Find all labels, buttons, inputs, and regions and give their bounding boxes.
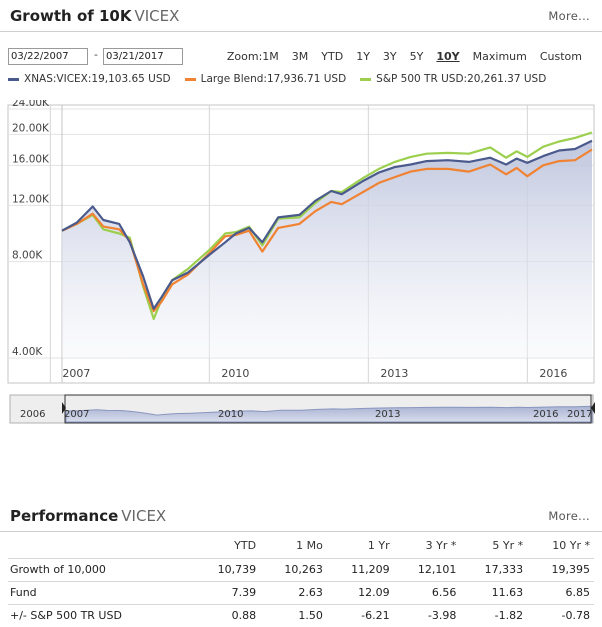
- perf-row-label: +/- S&P 500 TR USD: [8, 604, 194, 627]
- y-tick-label-1: 8.00K: [12, 250, 43, 262]
- zoom-option-custom[interactable]: Custom: [539, 50, 582, 63]
- perf-row-2: +/- S&P 500 TR USD 0.88 1.50 -6.21 -3.98 -1.8…: [8, 604, 594, 627]
- perf-col-header-5: 5 Yr *: [460, 534, 528, 559]
- zoom-option-3y[interactable]: 3Y: [382, 50, 397, 63]
- legend-item-0[interactable]: XNAS:VICEX:19,103.65 USD: [8, 73, 171, 85]
- growth-more-link[interactable]: More...: [548, 9, 590, 23]
- perf-col-header-1: YTD: [193, 534, 261, 559]
- date-separator: -: [94, 48, 98, 61]
- zoom-label[interactable]: Zoom:1M: [226, 50, 279, 63]
- y-tick-label-4: 20.00K: [12, 122, 50, 134]
- x-tick-label-3: 2016: [539, 367, 567, 380]
- x-tick-label-1: 2010: [221, 367, 249, 380]
- legend-swatch-2: [360, 77, 372, 81]
- legend-item-1[interactable]: Large Blend:17,936.71 USD: [184, 73, 347, 85]
- growth-title: Growth of 10K VICEX: [10, 7, 179, 25]
- performance-ticker: VICEX: [121, 507, 167, 525]
- x-tick-label-2: 2013: [380, 367, 408, 380]
- zoom-option-5y[interactable]: 5Y: [409, 50, 424, 63]
- performance-table: YTD 1 Mo 1 Yr 3 Yr * 5 Yr * 10 Yr * Growth of…: [8, 534, 594, 627]
- legend-swatch-0: [8, 77, 19, 81]
- x-tick-label-0: 2007: [62, 367, 90, 380]
- perf-cell: -0.78: [527, 604, 594, 627]
- perf-cell: 7.39: [193, 581, 261, 605]
- zoom-bar: Zoom:1M 3M YTD 1Y 3Y 5Y 10Y Maximum Custom: [227, 50, 582, 63]
- growth-header: Growth of 10K VICEX More...: [0, 0, 602, 32]
- y-tick-label-2: 12.00K: [12, 193, 50, 205]
- perf-cell: 19,395: [527, 558, 594, 582]
- perf-cell: 12.09: [326, 581, 394, 605]
- navigator-label-3: 2013: [375, 409, 400, 420]
- perf-col-header-2: 1 Mo: [260, 534, 327, 559]
- legend-label-0: XNAS:VICEX:19,103.65 USD: [24, 73, 171, 85]
- perf-col-header-6: 10 Yr *: [527, 534, 594, 559]
- series-line-0[interactable]: [61, 139, 593, 310]
- growth-ticker: VICEX: [134, 7, 180, 25]
- navigator-series: [65, 405, 593, 423]
- y-tick-label-0: 4.00K: [12, 346, 43, 358]
- perf-cell: 10,263: [260, 558, 327, 582]
- perf-cell: -3.98: [393, 604, 461, 627]
- perf-cell: -6.21: [326, 604, 394, 627]
- perf-cell: 11,209: [326, 558, 394, 582]
- performance-title: Performance VICEX: [10, 507, 166, 525]
- performance-more-link[interactable]: More...: [548, 509, 590, 523]
- y-tick-label-5: 24.00K: [12, 100, 50, 109]
- navigator-label-5: 2017: [567, 409, 592, 420]
- legend-swatch-1: [184, 77, 196, 81]
- chart-legend: XNAS:VICEX:19,103.65 USD Large Blend:17,9…: [8, 73, 560, 85]
- perf-col-header-4: 3 Yr *: [393, 534, 461, 559]
- legend-label-1: Large Blend:17,936.71 USD: [200, 73, 347, 85]
- navigator-label-1: 2007: [64, 409, 89, 420]
- perf-col-header-3: 1 Yr: [326, 534, 394, 559]
- zoom-option-1y[interactable]: 1Y: [356, 50, 370, 63]
- perf-col-header-0: [8, 534, 194, 559]
- perf-cell: 6.56: [393, 581, 461, 605]
- performance-header: Performance VICEX More...: [0, 500, 602, 532]
- perf-row-1: Fund 7.39 2.63 12.09 6.56 11.63 6.85: [8, 581, 594, 605]
- navigator-left-handle[interactable]: [62, 402, 66, 414]
- performance-header-row: YTD 1 Mo 1 Yr 3 Yr * 5 Yr * 10 Yr *: [8, 534, 594, 559]
- legend-label-2: S&P 500 TR USD:20,261.37 USD: [376, 73, 547, 85]
- perf-cell: 6.85: [527, 581, 594, 605]
- perf-cell: 17,333: [460, 558, 528, 582]
- zoom-option-10y[interactable]: 10Y: [436, 50, 460, 63]
- perf-cell: 10,739: [193, 558, 261, 582]
- perf-cell: 11.63: [460, 581, 528, 605]
- perf-cell: -1.82: [460, 604, 528, 627]
- perf-cell: 1.50: [260, 604, 327, 627]
- perf-row-label: Growth of 10,000: [8, 558, 194, 582]
- start-date-input[interactable]: [8, 48, 88, 65]
- zoom-option-ytd[interactable]: YTD: [321, 50, 344, 63]
- legend-item-2[interactable]: S&P 500 TR USD:20,261.37 USD: [360, 73, 546, 85]
- perf-row-0: Growth of 10,000 10,739 10,263 11,209 12,101…: [8, 558, 594, 582]
- perf-row-label: Fund: [8, 581, 194, 605]
- fund-area-fill: [62, 140, 592, 358]
- perf-cell: 2.63: [260, 581, 327, 605]
- series-line-1[interactable]: [61, 148, 593, 313]
- growth-title-text: Growth of 10K: [10, 7, 132, 25]
- end-date-input[interactable]: [103, 48, 183, 65]
- perf-cell: 12,101: [393, 558, 461, 582]
- perf-cell: 0.88: [193, 604, 261, 627]
- navigator-right-handle[interactable]: [591, 402, 595, 414]
- navigator-label-4: 2016: [533, 409, 558, 420]
- performance-title-text: Performance: [10, 507, 119, 525]
- navigator-label-2: 2010: [218, 409, 243, 420]
- zoom-option-maximum[interactable]: Maximum: [472, 50, 527, 63]
- zoom-option-3m[interactable]: 3M: [291, 50, 309, 63]
- range-navigator[interactable]: 2006 2007 2010 2013 2016 2017: [9, 394, 595, 424]
- navigator-label-0: 2006: [20, 409, 45, 420]
- y-tick-label-3: 16.00K: [12, 153, 50, 165]
